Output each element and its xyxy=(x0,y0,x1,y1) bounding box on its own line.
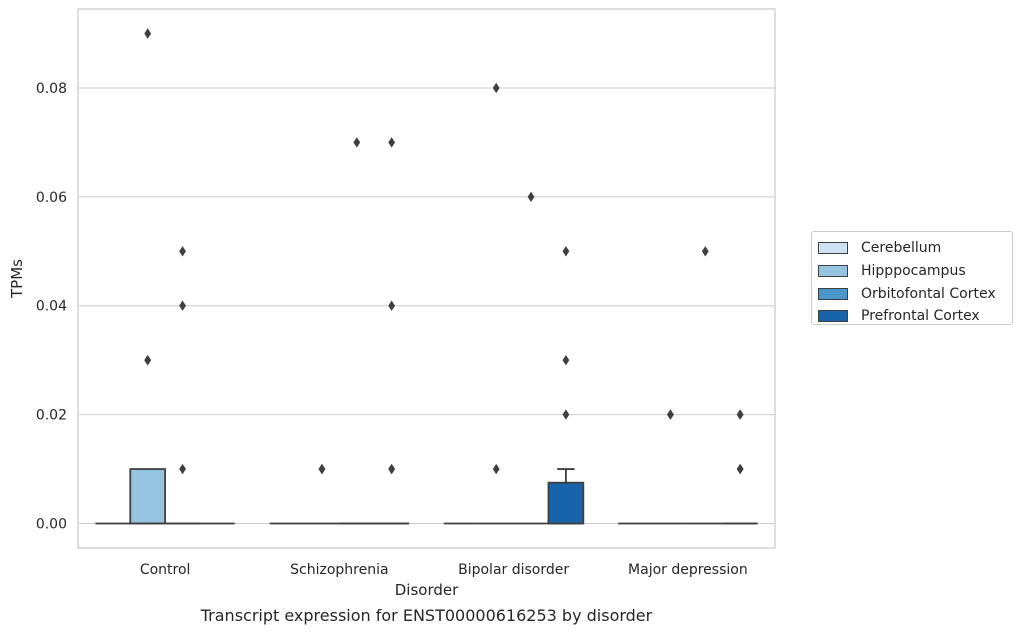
y-tick-label: 0.04 xyxy=(36,299,67,315)
outlier-point xyxy=(492,82,500,94)
outlier-point xyxy=(492,463,500,475)
y-tick-label: 0.06 xyxy=(36,190,67,206)
outlier-point xyxy=(736,409,744,420)
x-axis-label: Disorder xyxy=(395,581,459,599)
x-tick-label: Major depression xyxy=(628,562,748,578)
outlier-point xyxy=(144,354,152,366)
y-tick-label: 0.00 xyxy=(36,517,67,533)
outlier-point xyxy=(353,137,361,148)
box xyxy=(547,481,585,525)
legend-label-cerebellum: Cerebellum xyxy=(861,240,942,257)
outlier-point xyxy=(562,246,570,257)
chart-caption: Transcript expression for ENST0000061625… xyxy=(200,606,653,625)
outlier-point xyxy=(388,137,396,148)
chart-legend: Cerebellum Hipppocampus Orbitofontal Cor… xyxy=(811,231,1013,325)
legend-item-orbitofrontal-cortex: Orbitofontal Cortex xyxy=(818,282,1012,305)
x-tick-label: Schizophrenia xyxy=(290,562,388,578)
box xyxy=(129,468,167,525)
legend-swatch-prefrontal-cortex xyxy=(818,310,848,323)
outlier-point xyxy=(562,409,570,420)
y-axis-label: TPMs xyxy=(8,259,26,299)
outlier-point xyxy=(667,409,674,420)
plot-frame xyxy=(77,8,776,549)
y-tick-label: 0.02 xyxy=(36,408,67,424)
outlier-point xyxy=(179,300,186,311)
legend-item-prefrontal-cortex: Prefrontal Cortex xyxy=(818,305,1012,328)
legend-swatch-hippocampus xyxy=(818,265,848,278)
outlier-point xyxy=(388,300,396,311)
outlier-point xyxy=(144,28,152,39)
outlier-point xyxy=(527,191,535,203)
legend-item-cerebellum: Cerebellum xyxy=(818,237,1012,260)
legend-label-hippocampus: Hipppocampus xyxy=(861,263,966,280)
y-tick-label: 0.08 xyxy=(36,81,67,97)
outlier-point xyxy=(562,354,570,366)
outlier-point xyxy=(318,463,326,475)
x-tick-label: Control xyxy=(140,562,191,578)
x-tick-label: Bipolar disorder xyxy=(458,562,569,578)
outlier-point xyxy=(179,463,186,475)
outlier-point xyxy=(736,463,744,475)
legend-swatch-orbitofrontal-cortex xyxy=(818,287,848,300)
legend-label-prefrontal-cortex: Prefrontal Cortex xyxy=(861,308,980,325)
outlier-point xyxy=(179,246,186,257)
legend-label-orbitofrontal-cortex: Orbitofontal Cortex xyxy=(861,285,996,302)
outlier-point xyxy=(701,246,709,257)
legend-item-hippocampus: Hipppocampus xyxy=(818,260,1012,283)
outlier-point xyxy=(388,463,396,475)
legend-swatch-cerebellum xyxy=(818,242,848,255)
